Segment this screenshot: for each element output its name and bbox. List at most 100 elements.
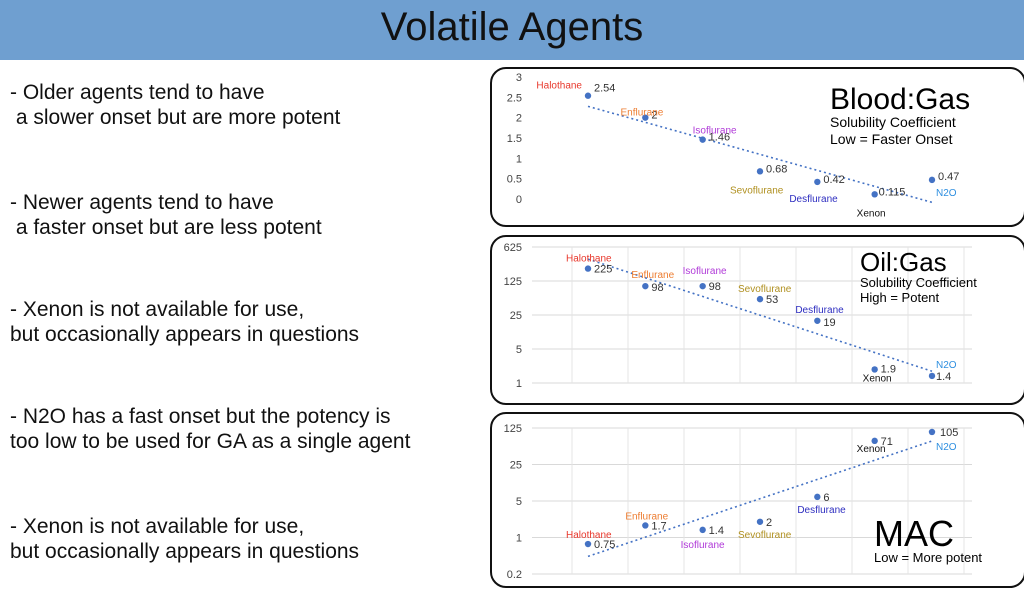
chart-panel-mac: 0.2 1 5 25 125 0.75 Halothane 1.7 Enflurane 1.4 Is… — [490, 412, 1024, 588]
agent-label-sevoflurane: Sevoflurane — [730, 185, 784, 196]
data-label-enflurane: 1.7 — [651, 520, 666, 532]
data-point-n2o — [928, 428, 936, 436]
slide-title: Volatile Agents — [380, 5, 644, 49]
data-point-n2o — [928, 372, 936, 380]
chart-title: Oil:Gas — [860, 247, 947, 277]
data-point-n2o — [928, 176, 936, 184]
data-point-xenon — [871, 366, 878, 373]
agent-label-isoflurane: Isoflurane — [681, 540, 725, 551]
y-tick-label: 1 — [516, 378, 522, 390]
data-point-xenon — [871, 191, 878, 198]
bullet-older-agents: - Older agents tend to have a slower ons… — [10, 81, 341, 129]
y-tick-label: 0 — [516, 194, 522, 206]
data-point-xenon — [871, 437, 878, 445]
title-bar — [0, 0, 1024, 60]
agent-label-desflurane: Desflurane — [789, 194, 838, 205]
chart-title: Blood:Gas — [830, 83, 970, 116]
data-label-isoflurane: 1.4 — [709, 525, 724, 537]
data-label-sevoflurane: 2 — [766, 517, 772, 529]
chart-subtitle-line: Solubility Coefficient — [830, 114, 956, 130]
bullet-newer-agents: - Newer agents tend to have a faster ons… — [10, 191, 322, 239]
data-label-n2o: 105 — [940, 427, 958, 439]
agent-label-enflurane: Enflurane — [621, 108, 664, 119]
data-point-halothane — [584, 92, 592, 99]
y-tick-label: 0.5 — [507, 174, 522, 186]
data-label-halothane: 0.75 — [594, 539, 615, 551]
y-tick-label: 3 — [516, 72, 522, 84]
data-label-desflurane: 19 — [823, 317, 835, 329]
agent-label-n2o: N2O — [936, 360, 957, 371]
data-point-sevoflurane — [756, 518, 764, 525]
data-label-desflurane: 0.42 — [823, 174, 844, 186]
data-point-halothane — [584, 265, 592, 272]
agent-label-enflurane: Enflurane — [625, 511, 668, 522]
chart-subtitle-line: Low = Faster Onset — [830, 131, 953, 147]
data-label-isoflurane: 1.46 — [709, 132, 730, 144]
agent-label-n2o: N2O — [936, 442, 957, 453]
y-tick-label: 1 — [516, 153, 522, 165]
data-label-sevoflurane: 0.68 — [766, 163, 787, 175]
agent-label-isoflurane: Isoflurane — [693, 126, 737, 137]
data-point-isoflurane — [699, 282, 706, 290]
chart-subtitle-line: Low = More potent — [874, 550, 982, 565]
chart-panel-oil-gas: 1 5 25 125 625 225 Halothane 98 Enflurane 98 Isofl… — [490, 235, 1024, 405]
y-tick-label: 625 — [504, 242, 522, 254]
bullet-xenon-repeat: - Xenon is not available for use, but oc… — [10, 515, 360, 563]
oil-gas-chart: 1525125625225Halothane98Enflurane98Isofl… — [504, 242, 978, 390]
agent-label-xenon: Xenon — [863, 373, 892, 384]
data-point-enflurane — [642, 282, 649, 290]
y-tick-label: 25 — [510, 310, 522, 322]
data-point-isoflurane — [699, 136, 706, 143]
trendline — [587, 258, 933, 372]
trendline — [587, 440, 933, 558]
agent-label-desflurane: Desflurane — [797, 505, 846, 516]
data-label-halothane: 2.54 — [594, 83, 615, 95]
agent-label-desflurane: Desflurane — [795, 305, 844, 316]
data-point-enflurane — [642, 114, 649, 121]
agent-label-halothane: Halothane — [536, 81, 582, 92]
data-point-enflurane — [642, 522, 649, 529]
data-label-enflurane: 2 — [651, 110, 657, 122]
data-point-desflurane — [814, 493, 821, 501]
data-label-enflurane: 98 — [651, 282, 663, 294]
agent-label-halothane: Halothane — [566, 254, 612, 265]
data-point-isoflurane — [699, 526, 706, 534]
data-point-sevoflurane — [756, 168, 764, 175]
y-tick-label: 5 — [516, 496, 522, 508]
data-label-xenon: 1.9 — [881, 363, 896, 375]
data-label-n2o: 1.4 — [936, 371, 951, 383]
y-tick-label: 0.2 — [507, 569, 522, 581]
data-point-desflurane — [814, 178, 821, 186]
chart-subtitle-line: Solubility Coefficient — [860, 275, 977, 290]
data-label-sevoflurane: 53 — [766, 294, 778, 306]
agent-label-isoflurane: Isoflurane — [683, 266, 727, 277]
y-tick-label: 1 — [516, 533, 522, 545]
agent-label-sevoflurane: Sevoflurane — [738, 530, 792, 541]
y-tick-label: 5 — [516, 344, 522, 356]
data-point-sevoflurane — [756, 295, 764, 303]
chart-panel-blood-gas: 0 0.5 1 1.5 2 2.5 3 2.54 Halothane 2 Enflurane 1.46… — [490, 67, 1024, 227]
bullet-n2o: - N2O has a fast onset but the potency i… — [10, 405, 411, 453]
data-point-desflurane — [814, 317, 821, 324]
agent-label-n2o: N2O — [936, 188, 957, 199]
agent-label-xenon: Xenon — [857, 444, 886, 455]
agent-label-sevoflurane: Sevoflurane — [738, 284, 792, 295]
y-tick-label: 25 — [510, 460, 522, 472]
chart-title: MAC — [874, 513, 954, 554]
agent-label-halothane: Halothane — [566, 530, 612, 541]
y-tick-label: 125 — [504, 423, 522, 435]
y-tick-label: 1.5 — [507, 133, 522, 145]
data-label-isoflurane: 98 — [709, 281, 721, 293]
chart-subtitle-line: High = Potent — [860, 290, 940, 305]
data-label-desflurane: 6 — [823, 492, 829, 504]
blood-gas-chart: 00.511.522.532.54Halothane2Enflurane1.46… — [507, 72, 970, 219]
data-label-n2o: 0.47 — [938, 171, 959, 183]
agent-label-xenon: Xenon — [857, 208, 886, 219]
y-tick-label: 2 — [516, 113, 522, 125]
y-tick-label: 125 — [504, 276, 522, 288]
bullet-xenon: - Xenon is not available for use, but oc… — [10, 298, 360, 346]
data-label-xenon: 0.115 — [879, 186, 906, 198]
data-point-halothane — [584, 540, 592, 548]
agent-label-enflurane: Enflurane — [631, 270, 674, 281]
